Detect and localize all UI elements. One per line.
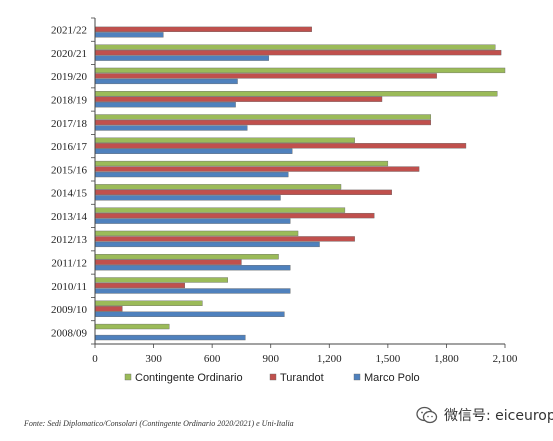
bar-marco-polo-2015-16	[94, 171, 289, 178]
bar-contingente-ordinario-2013-14	[94, 207, 346, 213]
y-tick-label: 2016/17	[51, 141, 88, 153]
legend-label-marco-polo: Marco Polo	[364, 372, 420, 384]
bar-marco-polo-2014-15	[94, 195, 281, 201]
bar-turandot-2014-15	[94, 189, 392, 195]
bar-contingente-ordinario-2017-18	[94, 114, 432, 120]
bar-contingente-ordinario-2018-19	[94, 91, 498, 97]
bar-turandot-2020-21	[94, 49, 502, 56]
bar-marco-polo-2011-12	[94, 265, 291, 271]
y-tick-label: 2013/14	[51, 211, 88, 223]
y-tick-label: 2018/19	[51, 95, 88, 107]
bar-contingente-ordinario-2019-20	[94, 67, 506, 74]
x-tick-label: 1,800	[434, 353, 459, 365]
bar-marco-polo-2013-14	[94, 218, 291, 224]
bar-turandot-2009-10	[94, 306, 123, 312]
y-tick-label: 2011/12	[51, 258, 87, 270]
x-tick-label: 1,500	[375, 353, 400, 365]
bar-contingente-ordinario-2011-12	[94, 254, 279, 260]
y-tick-label: 2015/16	[51, 164, 88, 176]
y-tick-label: 2008/09	[51, 327, 88, 339]
bar-contingente-ordinario-2014-15	[94, 184, 342, 190]
x-tick-label: 2,100	[493, 353, 518, 365]
x-tick-label: 300	[145, 353, 162, 365]
bar-contingente-ordinario-2015-16	[94, 160, 389, 167]
y-tick-label: 2017/18	[51, 118, 88, 130]
x-tick-label: 0	[92, 353, 98, 365]
bar-contingente-ordinario-2020-21	[94, 44, 496, 50]
bar-contingente-ordinario-2012-13	[94, 230, 299, 237]
bar-marco-polo-2008-09	[94, 334, 246, 341]
bar-turandot-2016-17	[94, 143, 467, 149]
y-tick-label: 2019/20	[51, 71, 88, 83]
bar-turandot-2010-11	[94, 282, 186, 289]
bar-marco-polo-2009-10	[94, 311, 285, 317]
bar-turandot-2015-16	[94, 166, 420, 172]
legend-label-contingente-ordinario: Contingente Ordinario	[135, 372, 243, 384]
x-tick-label: 1,200	[317, 353, 342, 365]
bar-turandot-2011-12	[94, 259, 242, 265]
legend-swatch-turandot	[269, 373, 277, 381]
source-note: Fonte: Sedi Diplomatico/Consolari (Conti…	[24, 419, 294, 428]
y-tick-label: 2010/11	[51, 281, 87, 293]
bar-contingente-ordinario-2010-11	[94, 277, 228, 283]
bar-turandot-2013-14	[94, 212, 375, 219]
watermark-text: 微信号: eiceurope	[444, 408, 553, 424]
y-tick-label: 2012/13	[51, 234, 88, 246]
legend-swatch-contingente-ordinario	[124, 373, 132, 381]
bar-turandot-2017-18	[94, 119, 432, 126]
bar-marco-polo-2012-13	[94, 241, 320, 248]
bar-marco-polo-2021-22	[94, 32, 164, 38]
bars-group	[94, 26, 506, 341]
bar-marco-polo-2018-19	[94, 102, 236, 108]
bar-turandot-2018-19	[94, 96, 383, 102]
axes-group: 2021/22 2020/21 2019/20 2018/19 2017/18 2016/…	[51, 17, 518, 365]
bar-marco-polo-2019-20	[94, 78, 238, 85]
wechat-watermark: 微信号: eiceurope	[416, 404, 553, 426]
legend-swatch-marco-polo	[353, 373, 361, 381]
bar-contingente-ordinario-2008-09	[94, 323, 170, 330]
x-tick-label: 900	[262, 353, 279, 365]
bar-marco-polo-2020-21	[94, 55, 269, 61]
y-tick-label: 2014/15	[51, 188, 88, 200]
bar-marco-polo-2010-11	[94, 288, 291, 294]
y-tick-label: 2021/22	[51, 25, 87, 37]
bar-marco-polo-2017-18	[94, 125, 248, 131]
bar-turandot-2012-13	[94, 236, 355, 242]
x-tick-label: 600	[204, 353, 221, 365]
wechat-icon	[416, 406, 438, 424]
bar-turandot-2019-20	[94, 73, 437, 79]
y-tick-label: 2020/21	[51, 48, 87, 60]
legend-label-turandot: Turandot	[280, 372, 324, 384]
bar-contingente-ordinario-2009-10	[94, 300, 203, 306]
legend: Contingente Ordinario Turandot Marco Polo	[124, 372, 420, 384]
bar-contingente-ordinario-2016-17	[94, 137, 355, 143]
bar-turandot-2021-22	[94, 26, 312, 32]
bar-marco-polo-2016-17	[94, 148, 293, 154]
y-tick-label: 2009/10	[51, 304, 88, 316]
